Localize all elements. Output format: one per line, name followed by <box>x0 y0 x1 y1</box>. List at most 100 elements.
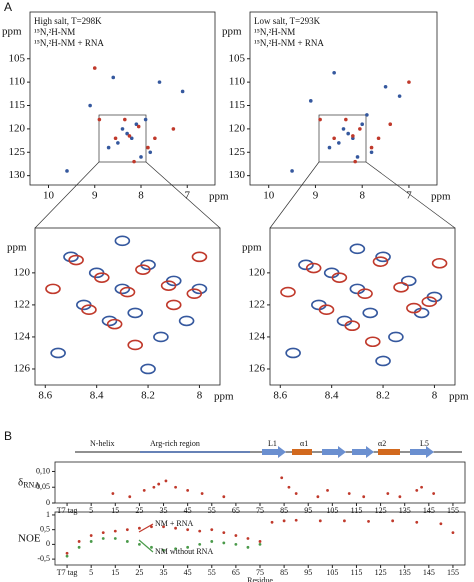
peak <box>127 134 132 138</box>
peak <box>68 254 84 266</box>
point <box>420 485 423 489</box>
panel-label: A <box>4 0 12 14</box>
y-tick-label: 0,10 <box>36 466 50 475</box>
x-tick-label: 25 <box>135 568 143 577</box>
x-tick-label: 65 <box>232 568 240 577</box>
peak <box>369 150 374 155</box>
x-tick-label: 105 <box>326 568 338 577</box>
point <box>152 485 156 489</box>
point <box>65 551 69 555</box>
peak <box>362 307 379 319</box>
point <box>386 492 390 495</box>
x-tick-label: 15 <box>111 568 119 577</box>
peak <box>135 264 151 275</box>
point <box>246 537 250 540</box>
peak <box>143 117 148 122</box>
y-axis-label: δRNA <box>18 476 40 489</box>
peak <box>280 286 296 298</box>
point <box>258 542 262 546</box>
y-tick-label: 110 <box>229 76 246 88</box>
peak <box>178 315 195 327</box>
point <box>111 492 115 495</box>
x-tick-label: 9 <box>92 190 98 202</box>
peak <box>369 145 374 150</box>
peak <box>357 288 373 299</box>
y-tick-label: 1 <box>46 510 50 519</box>
peak <box>146 145 150 150</box>
arrow <box>138 539 154 553</box>
x-tick-label: 145 <box>423 506 435 515</box>
x-axis-label: Residue <box>247 576 273 582</box>
peak <box>116 141 120 145</box>
peak <box>114 235 131 247</box>
point <box>162 525 165 529</box>
peak <box>355 155 360 159</box>
annotation: ¹⁵N,²H-NM + RNA <box>34 38 104 48</box>
peak <box>407 80 411 84</box>
x-tick-label: 55 <box>208 506 216 515</box>
annotation: NM without RNA <box>155 547 213 556</box>
x-tick-label: 8.4 <box>325 390 339 402</box>
peak <box>298 259 314 271</box>
x-tick-label: 15 <box>111 506 119 515</box>
point <box>138 526 141 530</box>
x-tick-label: 8.2 <box>141 390 155 402</box>
x-tick-label: 115 <box>351 568 363 577</box>
peak <box>358 127 362 131</box>
point <box>391 519 395 523</box>
peak <box>125 131 129 136</box>
y-tick-label: 122 <box>249 298 266 310</box>
point <box>326 488 329 492</box>
peak <box>134 122 139 127</box>
y-tick-label: 120 <box>9 122 26 134</box>
point <box>186 488 190 492</box>
x-tick-label: 25 <box>135 506 143 515</box>
peak <box>101 315 118 327</box>
point <box>222 541 226 545</box>
structure-label: Arg-rich region <box>150 439 200 448</box>
x-tick-label: 145 <box>423 568 435 577</box>
point <box>439 522 443 526</box>
peak <box>344 320 361 332</box>
point <box>294 492 298 495</box>
peak <box>148 150 153 155</box>
x-tick-label: 8 <box>138 190 144 202</box>
peak <box>318 304 335 316</box>
peak <box>351 134 355 138</box>
x-axis-label: ppm <box>209 191 229 203</box>
x-tick-label: 8.4 <box>90 390 104 402</box>
peak <box>180 89 185 94</box>
peak <box>431 257 448 269</box>
panel-label: B <box>4 429 12 443</box>
annotation: Low salt, T=293K <box>254 16 321 26</box>
point <box>164 479 168 483</box>
peak <box>341 127 346 131</box>
y-axis-label-main: δ <box>18 476 23 488</box>
y-tick-label: 130 <box>229 169 246 181</box>
point <box>174 485 177 489</box>
plot-frame <box>34 227 221 386</box>
point <box>113 537 117 540</box>
x-tick-label: 155 <box>447 506 459 515</box>
peak <box>139 155 143 159</box>
peak <box>372 256 389 267</box>
peak <box>365 113 369 117</box>
peak <box>393 281 409 293</box>
peak <box>97 117 102 122</box>
y-axis-label: NOE <box>18 532 41 544</box>
peak <box>127 307 144 319</box>
x-tick-label: 85 <box>280 506 288 515</box>
peak <box>285 347 301 359</box>
peak <box>376 136 381 141</box>
x-tick-label: 135 <box>399 506 411 515</box>
peak <box>119 286 136 298</box>
peak <box>127 339 144 351</box>
peak <box>94 272 110 283</box>
point <box>77 545 81 549</box>
point <box>316 495 320 499</box>
y-tick-label: 124 <box>249 330 266 342</box>
y-axis-label: ppm <box>7 242 27 254</box>
peak <box>421 296 438 307</box>
x-tick-label: 95 <box>304 568 312 577</box>
